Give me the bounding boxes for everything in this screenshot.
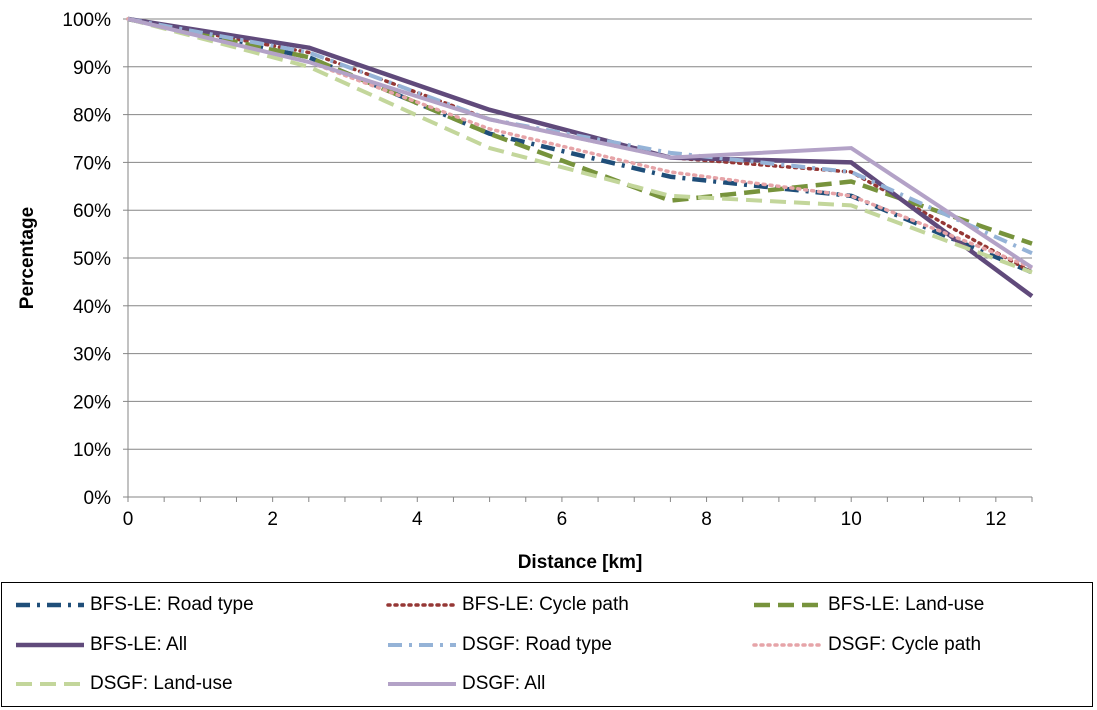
series-line bbox=[126, 17, 1034, 270]
legend-item: DSGF: All bbox=[382, 669, 545, 699]
y-tick-label: 80% bbox=[73, 106, 111, 127]
legend-swatch bbox=[16, 682, 84, 686]
x-tick-label: 4 bbox=[412, 509, 423, 530]
x-tick-label: 6 bbox=[557, 509, 568, 530]
x-tick-label: 2 bbox=[267, 509, 278, 530]
legend-item: BFS-LE: Cycle path bbox=[382, 590, 629, 620]
legend-label: BFS-LE: Road type bbox=[90, 594, 254, 615]
legend-label: BFS-LE: Cycle path bbox=[462, 594, 629, 615]
series-line bbox=[126, 17, 1034, 275]
legend: BFS-LE: Road type BFS-LE: Cycle path BFS-L… bbox=[1, 582, 1093, 707]
x-tick-label: 12 bbox=[985, 509, 1006, 530]
series-line bbox=[127, 16, 1033, 275]
legend-swatch bbox=[16, 602, 84, 608]
y-tick-label: 40% bbox=[73, 297, 111, 318]
legend-swatch bbox=[388, 682, 456, 686]
legend-item: DSGF: Cycle path bbox=[748, 630, 981, 660]
legend-swatch bbox=[388, 643, 456, 647]
legend-swatch bbox=[754, 602, 822, 608]
legend-label: DSGF: All bbox=[462, 673, 546, 694]
series-lines bbox=[126, 16, 1034, 299]
x-tick-label: 10 bbox=[841, 509, 862, 530]
y-tick-label: 70% bbox=[73, 153, 111, 174]
legend-label: DSGF: Road type bbox=[462, 634, 612, 655]
tick-labels: 0% 10% 20% 30% 40% 50% 60% 70% 80% 90% 100% 0 2 4 6 8 10… bbox=[62, 10, 1006, 530]
y-tick-label: 10% bbox=[73, 440, 111, 461]
y-tick-label: 0% bbox=[84, 488, 112, 509]
y-tick-label: 20% bbox=[73, 392, 111, 413]
series-line bbox=[127, 17, 1033, 275]
gridlines bbox=[128, 18, 1032, 450]
legend-item: BFS-LE: Road type bbox=[10, 590, 254, 620]
x-tick-label: 8 bbox=[701, 509, 712, 530]
y-tick-label: 100% bbox=[62, 10, 111, 31]
line-chart: 0% 10% 20% 30% 40% 50% 60% 70% 80% 90% 100% 0 2 4 6 8 10… bbox=[17, 10, 1034, 573]
legend-swatch bbox=[752, 643, 824, 647]
y-tick-label: 30% bbox=[73, 345, 111, 366]
legend-label: BFS-LE: All bbox=[90, 634, 188, 655]
x-tick-label: 0 bbox=[123, 509, 134, 530]
series-line bbox=[127, 17, 1034, 270]
legend-label: DSGF: Cycle path bbox=[828, 634, 982, 655]
series-line bbox=[127, 17, 1033, 256]
x-axis-label: Distance [km] bbox=[518, 552, 643, 573]
legend-swatch bbox=[16, 642, 84, 648]
series-line bbox=[127, 16, 1034, 299]
legend-item: BFS-LE: Land-use bbox=[748, 590, 984, 620]
legend-item: DSGF: Road type bbox=[382, 630, 612, 660]
y-axis-label: Percentage bbox=[17, 207, 38, 309]
y-tick-label: 60% bbox=[73, 201, 111, 222]
y-tick-label: 50% bbox=[73, 249, 111, 270]
legend-item: DSGF: Land-use bbox=[10, 669, 233, 699]
axes bbox=[123, 18, 1033, 502]
series-line bbox=[127, 16, 1033, 246]
y-tick-label: 90% bbox=[73, 58, 111, 79]
legend-label: BFS-LE: Land-use bbox=[828, 594, 985, 615]
legend-label: DSGF: Land-use bbox=[90, 673, 233, 694]
legend-swatch bbox=[386, 603, 458, 607]
legend-item: BFS-LE: All bbox=[10, 630, 187, 660]
